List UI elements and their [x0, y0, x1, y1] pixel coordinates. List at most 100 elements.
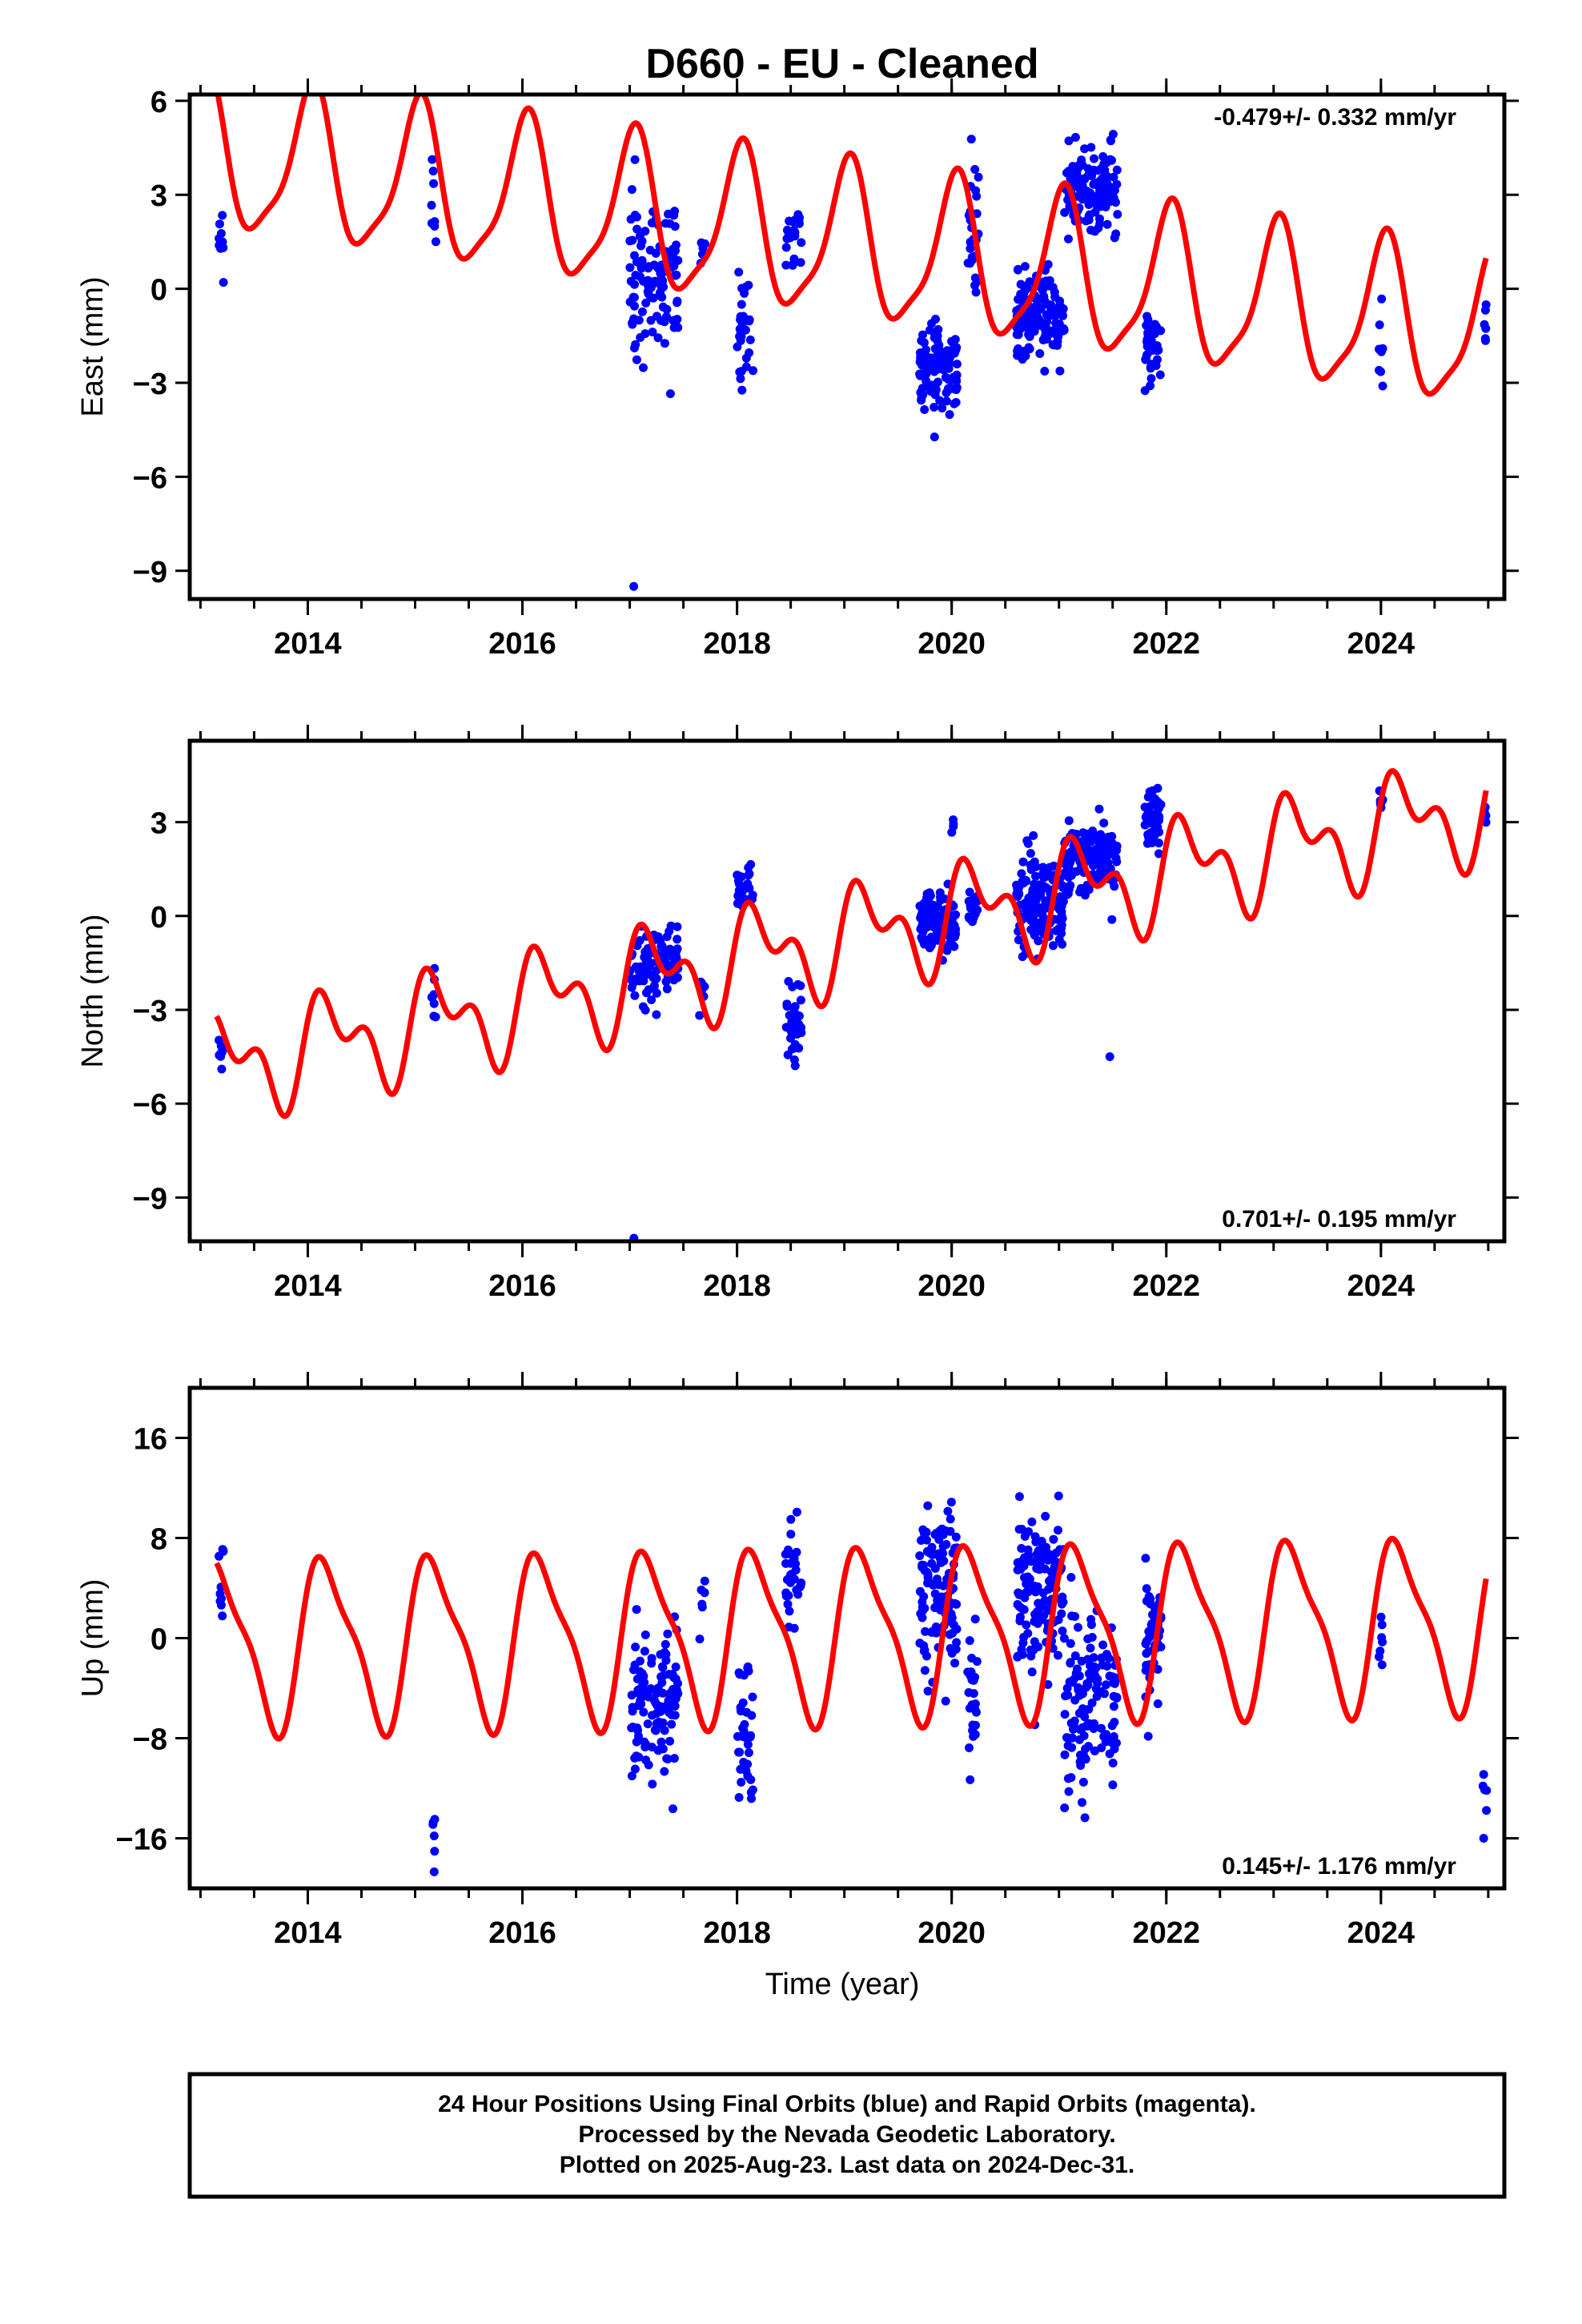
data-point	[745, 883, 754, 893]
data-point	[921, 1626, 930, 1636]
data-point	[920, 1666, 930, 1675]
data-point	[736, 374, 745, 384]
data-point	[1034, 1610, 1044, 1619]
data-point	[1102, 1662, 1112, 1671]
plot-area	[215, 94, 1491, 591]
data-point	[1087, 1699, 1097, 1707]
data-point	[1103, 832, 1113, 842]
data-point	[646, 316, 656, 325]
data-point	[1066, 1658, 1075, 1667]
data-point	[1112, 857, 1122, 866]
data-point	[1051, 1548, 1061, 1558]
data-point	[1105, 1052, 1114, 1061]
data-point	[1377, 1660, 1387, 1670]
data-point	[1090, 1746, 1100, 1755]
y-tick-label: 6	[151, 86, 167, 119]
data-point	[642, 962, 652, 971]
data-point	[639, 976, 648, 986]
rate-label: 0.701+/- 0.195 mm/yr	[1222, 1206, 1456, 1232]
data-point	[1154, 838, 1163, 848]
data-point	[1033, 1618, 1042, 1628]
data-point	[737, 283, 747, 293]
data-point	[661, 219, 670, 228]
data-point	[652, 988, 661, 998]
data-point	[738, 887, 747, 896]
data-point	[1095, 219, 1105, 228]
data-point	[930, 403, 939, 412]
data-point	[915, 1551, 925, 1561]
footer-line-1: 24 Hour Positions Using Final Orbits (bl…	[438, 2091, 1256, 2117]
data-point	[632, 1751, 641, 1761]
data-point	[1074, 1622, 1082, 1632]
data-point	[785, 1606, 794, 1616]
data-point	[951, 398, 961, 407]
data-point	[647, 1743, 656, 1752]
data-point	[928, 365, 938, 374]
data-point	[636, 333, 645, 342]
data-point	[695, 1634, 705, 1644]
data-point	[1097, 862, 1106, 872]
data-point	[1378, 1637, 1387, 1647]
data-point	[669, 1804, 677, 1814]
data-point	[1105, 1733, 1114, 1743]
data-point	[747, 1794, 756, 1803]
data-point	[1104, 1654, 1114, 1663]
data-point	[1064, 1787, 1074, 1796]
y-tick-label: −9	[133, 1182, 167, 1216]
data-point	[1014, 1492, 1024, 1502]
data-point	[1055, 366, 1065, 376]
data-point	[662, 304, 672, 314]
x-tick-label: 2020	[917, 627, 986, 661]
data-point	[644, 262, 653, 271]
data-point	[789, 226, 798, 235]
data-point	[938, 404, 947, 413]
data-point	[1044, 281, 1054, 291]
data-point	[670, 222, 680, 231]
data-point	[1060, 1803, 1070, 1812]
data-point	[632, 1723, 642, 1733]
data-point	[1478, 1781, 1488, 1791]
data-point	[952, 343, 962, 352]
data-point	[629, 978, 639, 987]
data-point	[647, 1659, 656, 1668]
data-point	[926, 891, 935, 900]
data-point	[1055, 296, 1065, 306]
data-point	[923, 1687, 933, 1696]
data-point	[1107, 838, 1117, 848]
data-point	[1066, 1573, 1076, 1582]
data-point	[1377, 294, 1387, 304]
data-point	[1062, 890, 1072, 899]
data-point	[1481, 300, 1491, 309]
data-point	[926, 932, 936, 942]
data-point	[1375, 344, 1383, 354]
data-point	[1080, 144, 1090, 154]
data-point	[1054, 1491, 1063, 1501]
data-point	[643, 1719, 652, 1729]
data-point	[1099, 818, 1109, 828]
data-point	[1013, 1558, 1022, 1567]
data-point	[1105, 1749, 1114, 1759]
data-point	[1082, 1679, 1092, 1688]
data-point	[965, 1743, 974, 1752]
data-point	[667, 1719, 677, 1729]
data-point	[1050, 312, 1060, 321]
data-point	[1084, 1742, 1093, 1751]
x-axis-label: Time (year)	[765, 1968, 920, 2001]
data-point	[1032, 1556, 1042, 1566]
data-point	[215, 234, 224, 243]
data-point	[1060, 1750, 1070, 1759]
data-point	[627, 1771, 636, 1781]
data-point	[635, 935, 644, 945]
data-point	[665, 927, 674, 936]
data-point	[1481, 336, 1490, 345]
data-point	[1023, 1575, 1033, 1585]
data-point	[668, 246, 677, 255]
x-tick-label: 2018	[703, 627, 771, 661]
data-point	[428, 167, 438, 176]
y-tick-label: −6	[133, 461, 167, 495]
data-point	[1086, 225, 1095, 235]
data-point	[630, 155, 640, 164]
panel-frame	[187, 738, 1507, 1244]
data-point	[1053, 336, 1062, 346]
data-point	[671, 255, 681, 264]
